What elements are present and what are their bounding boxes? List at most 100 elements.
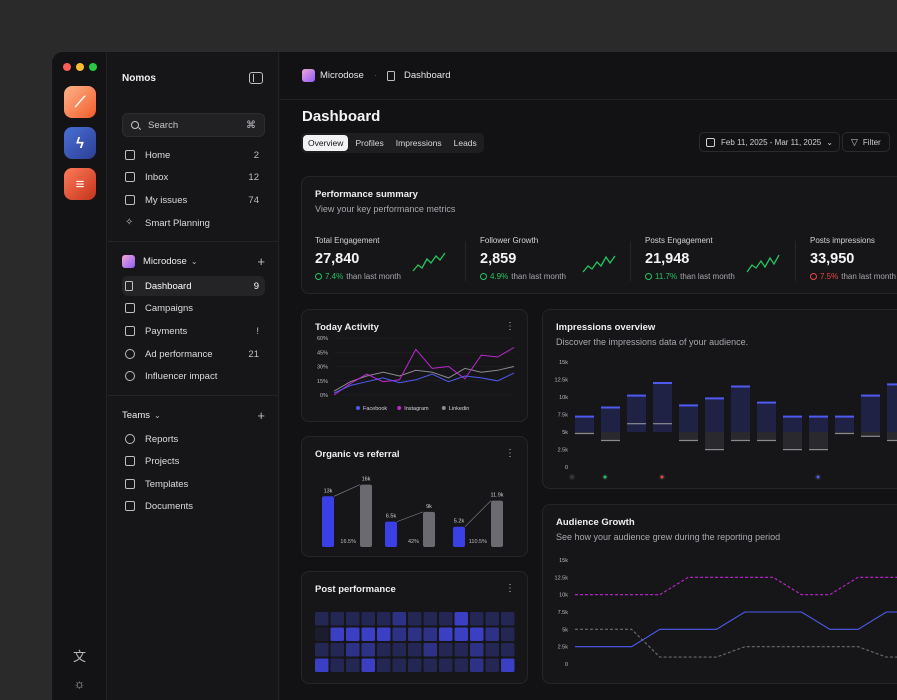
- workspace-name[interactable]: Nomos: [122, 73, 156, 84]
- sidebar-item-projects[interactable]: Projects: [122, 451, 265, 471]
- close-window-button[interactable]: [63, 63, 71, 71]
- growth-pct-label: 16.5%: [340, 539, 356, 545]
- heatmap-cell: [346, 643, 360, 657]
- more-options-icon[interactable]: ⋮: [505, 448, 515, 459]
- inbox-icon: [125, 172, 135, 182]
- referral-bar: [423, 511, 435, 547]
- bolt-icon[interactable]: ϟ: [64, 127, 96, 159]
- filter-label: Filter: [862, 137, 881, 147]
- impressions-bar-cap: [601, 406, 620, 409]
- sidebar-item-documents[interactable]: Documents: [122, 496, 265, 516]
- translate-icon[interactable]: 文: [72, 649, 86, 664]
- metric-separator: [795, 241, 796, 281]
- series-line-instagram: [333, 347, 515, 396]
- heatmap-cell: [361, 658, 375, 672]
- sidebar-toggle-icon[interactable]: [249, 72, 263, 84]
- heatmap-cell: [423, 658, 437, 672]
- impressions-bar-upper: [575, 416, 594, 432]
- more-options-icon[interactable]: ⋮: [505, 583, 515, 594]
- sidebar-item-label: My issues: [145, 194, 188, 206]
- add-team-icon[interactable]: +: [257, 408, 265, 423]
- legend-label-instagram: Instagram: [404, 406, 429, 412]
- impressions-bar-marker: [653, 423, 672, 425]
- minimize-window-button[interactable]: [76, 63, 84, 71]
- referral-value-label: 16k: [362, 477, 371, 483]
- sidebar-item-dashboard[interactable]: Dashboard 9: [122, 276, 265, 296]
- heatmap-cell: [454, 658, 468, 672]
- tab-overview[interactable]: Overview: [303, 135, 349, 151]
- post-performance-heatmap: [315, 612, 515, 672]
- impressions-bar-upper: [679, 405, 698, 432]
- sidebar-item-inbox[interactable]: Inbox 12: [122, 167, 265, 187]
- stack-icon[interactable]: ⟋: [64, 86, 96, 118]
- referral-bar: [491, 500, 503, 547]
- main-content: Microdose · Dashboard Dashboard Overview…: [280, 52, 897, 700]
- teams-header[interactable]: Teams ⌄ +: [122, 408, 265, 423]
- y-tick-label: 7.5k: [558, 413, 569, 419]
- impressions-bar-marker: [861, 435, 880, 437]
- sidebar-item-count: 9: [253, 280, 259, 292]
- today-activity-card: Today Activity ⋮ 60% 45% 30% 15% 0% Facebook I…: [301, 309, 528, 422]
- project-logo-icon: [302, 69, 315, 82]
- heatmap-cell: [439, 627, 453, 641]
- lightbulb-icon[interactable]: ☼: [73, 676, 86, 691]
- date-range-picker[interactable]: Feb 11, 2025 - Mar 11, 2025 ⌄: [699, 132, 840, 152]
- heatmap-cell: [330, 627, 344, 641]
- more-options-icon[interactable]: ⋮: [505, 321, 515, 332]
- sidebar-item-my-issues[interactable]: My issues 74: [122, 190, 265, 210]
- chevron-down-icon: ⌄: [190, 257, 198, 266]
- heatmap-cell: [346, 658, 360, 672]
- documents-icon: [125, 501, 135, 511]
- sidebar-item-label: Inbox: [145, 171, 169, 183]
- impressions-bar-upper: [861, 395, 880, 432]
- impressions-bar-marker: [679, 439, 698, 442]
- organic-value-label: 5.2k: [454, 519, 465, 525]
- impressions-bar-upper: [601, 407, 620, 432]
- heatmap-cell: [470, 658, 484, 672]
- sidebar-item-reports[interactable]: Reports: [122, 429, 265, 449]
- filter-button[interactable]: ▽ Filter: [842, 132, 890, 152]
- impressions-bar-cap: [757, 401, 776, 404]
- metric-delta: 7.5% than last month: [810, 272, 897, 281]
- metric-follower-growth: Follower Growth 2,859 4.9% than last mon…: [480, 236, 630, 281]
- tab-impressions[interactable]: Impressions: [395, 138, 442, 148]
- tab-bar: Overview Profiles Impressions Leads: [301, 133, 484, 153]
- sidebar-item-count: 2: [253, 149, 259, 161]
- project-header[interactable]: Microdose ⌄ +: [122, 254, 265, 269]
- sidebar-item-templates[interactable]: Templates: [122, 474, 265, 494]
- impressions-bar-cap: [575, 415, 594, 418]
- y-tick-label: 15k: [559, 558, 568, 564]
- impressions-bar-upper: [653, 383, 672, 432]
- sidebar-item-influencer-impact[interactable]: Influencer impact: [122, 366, 265, 386]
- sidebar-item-ad-performance[interactable]: Ad performance 21: [122, 344, 265, 364]
- tab-leads[interactable]: Leads: [453, 138, 477, 148]
- heatmap-cell: [501, 627, 515, 641]
- impressions-bar-cap: [835, 415, 854, 418]
- sidebar-item-count: !: [256, 325, 259, 337]
- heatmap-cell: [392, 658, 406, 672]
- sidebar-item-smart-planning[interactable]: ✧ Smart Planning: [122, 213, 265, 233]
- page-title: Dashboard: [302, 108, 381, 125]
- card-title: Today Activity: [315, 322, 379, 333]
- tab-profiles[interactable]: Profiles: [355, 138, 384, 148]
- heatmap-cell: [454, 643, 468, 657]
- add-project-item-icon[interactable]: +: [257, 254, 265, 269]
- search-input[interactable]: Search ⌘: [122, 113, 265, 137]
- y-tick-label: 10k: [559, 593, 568, 599]
- layers-icon[interactable]: ≡: [64, 168, 96, 200]
- card-subtitle: View your key performance metrics: [315, 204, 456, 214]
- breadcrumb-page[interactable]: Dashboard: [404, 70, 451, 81]
- y-tick-label: 0%: [320, 393, 328, 399]
- impressions-bar-marker: [809, 449, 828, 451]
- heatmap-cell: [501, 612, 515, 626]
- heatmap-cell: [377, 643, 391, 657]
- zoom-window-button[interactable]: [89, 63, 97, 71]
- sidebar-item-payments[interactable]: Payments !: [122, 321, 265, 341]
- sidebar-item-campaigns[interactable]: Campaigns: [122, 298, 265, 318]
- y-tick-label: 5k: [562, 430, 568, 436]
- heatmap-cell: [346, 627, 360, 641]
- heatmap-cell: [423, 627, 437, 641]
- breadcrumb-project[interactable]: Microdose: [320, 70, 364, 81]
- heatmap-cell: [485, 643, 499, 657]
- sidebar-item-home[interactable]: Home 2: [122, 145, 265, 165]
